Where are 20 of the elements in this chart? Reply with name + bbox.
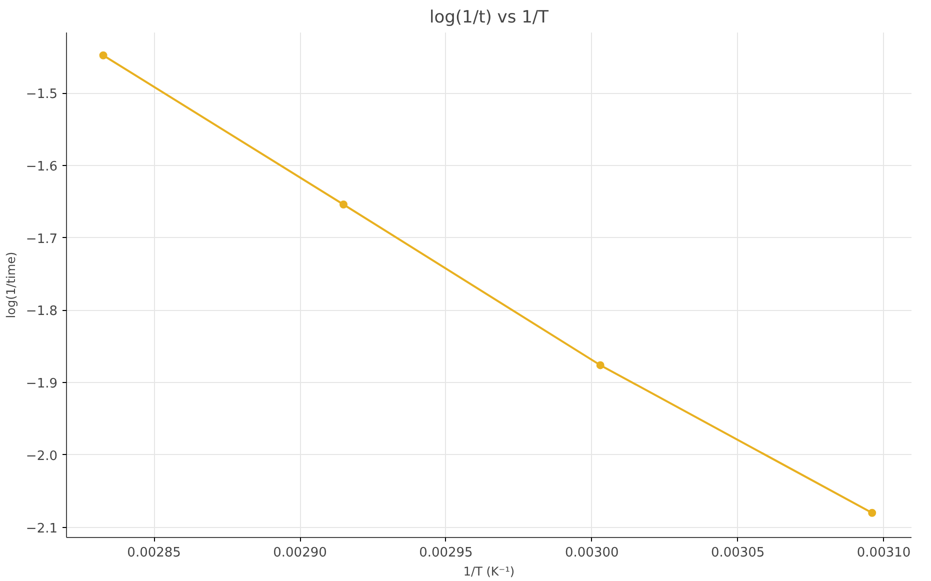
y-tick-label: −1.9 xyxy=(26,376,58,392)
y-tick-label: −2.0 xyxy=(26,448,58,464)
point xyxy=(868,508,876,517)
x-tick-label: 0.00290 xyxy=(273,546,327,560)
x-tick-label: 0.00300 xyxy=(565,546,619,560)
point xyxy=(339,200,348,208)
y-tick-label: −1.7 xyxy=(26,232,58,247)
x-tick-label: 0.00285 xyxy=(127,546,181,560)
chart-title: log(1/t) vs 1/T xyxy=(429,8,550,28)
y-axis-title: log(1/time) xyxy=(4,252,18,318)
x-axis-title: 1/T (K⁻¹) xyxy=(463,564,515,578)
point xyxy=(596,361,604,370)
y-tick-label: −1.8 xyxy=(26,304,58,320)
x-tick-label: 0.00310 xyxy=(856,546,911,560)
y-tick-label: −1.5 xyxy=(26,87,58,102)
y-tick-label: −1.6 xyxy=(26,159,58,174)
y-tick-label: −2.1 xyxy=(26,521,58,536)
x-tick-label: 0.00295 xyxy=(419,546,473,560)
point xyxy=(99,51,108,60)
x-tick-label: 0.00305 xyxy=(710,546,765,560)
